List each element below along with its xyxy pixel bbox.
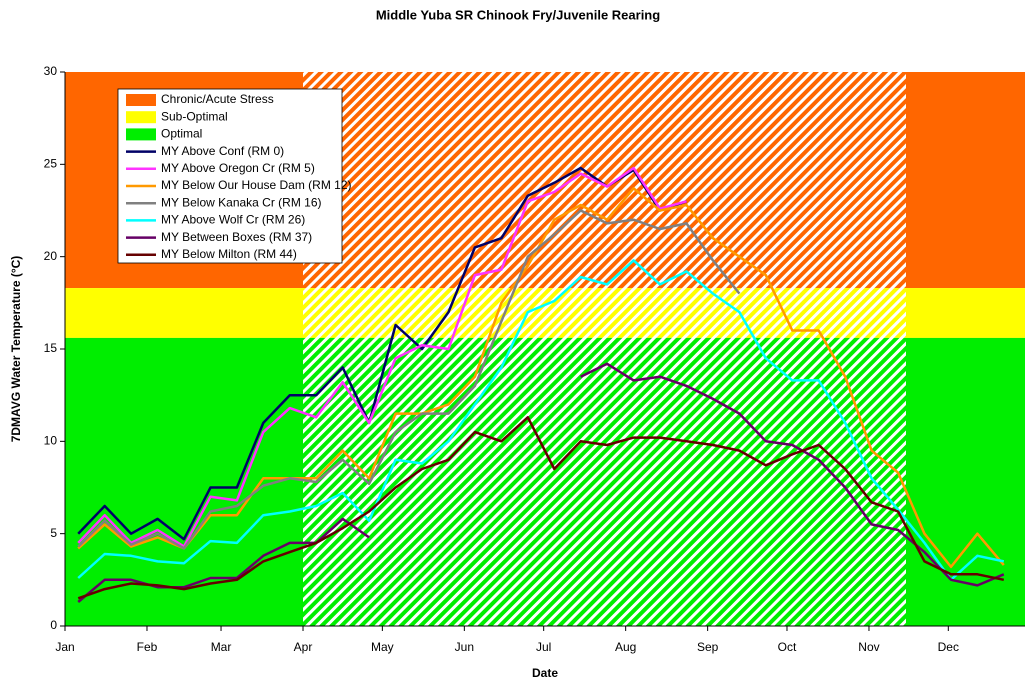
legend-label: Sub-Optimal: [161, 109, 228, 123]
legend-label: MY Below Milton (RM 44): [161, 247, 297, 261]
x-tick-label: Dec: [938, 640, 959, 654]
y-axis-label: 7DMAVG Water Temperature (°C): [9, 256, 23, 443]
legend-label: Chronic/Acute Stress: [161, 92, 274, 106]
x-tick-label: Mar: [211, 640, 232, 654]
legend-label: MY Above Oregon Cr (RM 5): [161, 161, 315, 175]
y-tick-label: 20: [44, 249, 58, 263]
x-axis-label: Date: [532, 666, 558, 680]
series-line: [77, 166, 687, 548]
y-tick-label: 10: [44, 434, 58, 448]
series-line: [77, 209, 741, 550]
legend-swatch: [126, 128, 156, 141]
chart-title: Middle Yuba SR Chinook Fry/Juvenile Rear…: [376, 7, 660, 22]
legend-label: MY Below Our House Dam (RM 12): [161, 178, 352, 192]
x-tick-label: Apr: [294, 640, 313, 654]
y-tick-label: 30: [44, 64, 58, 78]
series-line: [77, 187, 1005, 569]
hatch-region: [303, 72, 906, 626]
legend-label: MY Above Conf (RM 0): [161, 144, 284, 158]
legend-label: MY Below Kanaka Cr (RM 16): [161, 195, 322, 209]
series-line: [77, 416, 1005, 600]
x-tick-label: Oct: [778, 640, 797, 654]
y-tick-label: 5: [50, 526, 57, 540]
x-tick-label: Aug: [615, 640, 636, 654]
legend-swatch: [126, 111, 156, 124]
series-line: [77, 362, 1005, 603]
x-tick-label: May: [371, 640, 394, 654]
legend-label: Optimal: [161, 127, 202, 141]
x-tick-label: Nov: [858, 640, 879, 654]
legend-label: MY Between Boxes (RM 37): [161, 230, 312, 244]
x-tick-label: Jan: [55, 640, 74, 654]
legend-label: MY Above Wolf Cr (RM 26): [161, 213, 305, 227]
legend: Chronic/Acute Stress Sub-Optimal Optimal MY…: [117, 88, 352, 264]
legend-swatch: [126, 94, 156, 106]
series-line: [77, 259, 1005, 582]
x-tick-label: Sep: [697, 640, 719, 654]
y-tick-label: 25: [44, 157, 58, 171]
y-tick-label: 15: [44, 341, 58, 355]
x-tick-label: Jul: [536, 640, 551, 654]
series-line: [77, 166, 687, 541]
x-tick-label: Feb: [137, 640, 158, 654]
x-tick-label: Jun: [455, 640, 474, 654]
y-tick-label: 0: [50, 618, 57, 632]
